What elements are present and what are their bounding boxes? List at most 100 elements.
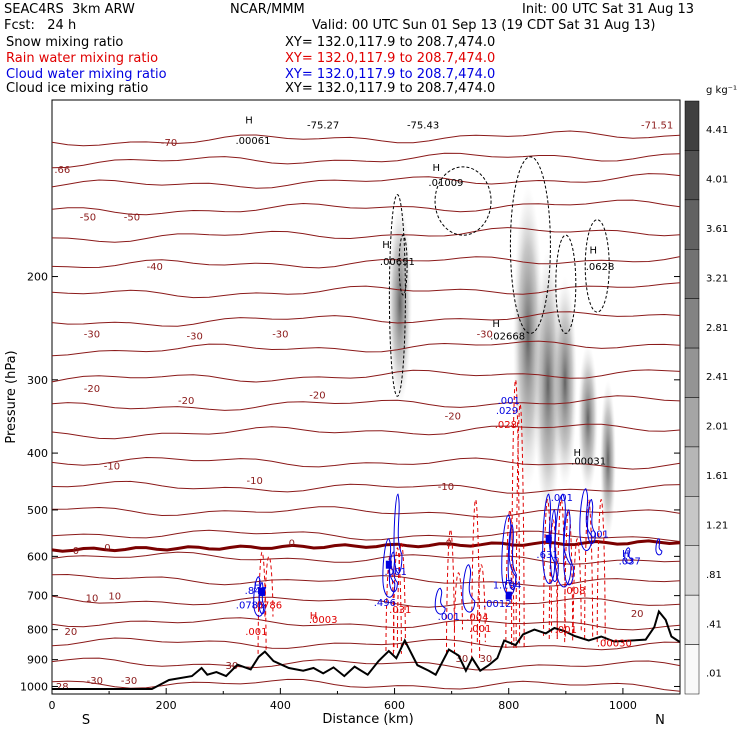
cloud-water-contour (624, 547, 634, 564)
annotation-label: H (573, 448, 581, 459)
y-tick-label: 600 (27, 550, 48, 563)
colorbar-label: 1.61 (706, 471, 728, 482)
colorbar-label: 2.01 (706, 422, 728, 433)
colorbar-cell (684, 446, 700, 497)
rain-contour (564, 509, 574, 643)
isotherm-line (51, 551, 681, 565)
colorbar-label: 2.81 (706, 323, 728, 334)
isotherm-line (51, 423, 681, 440)
isotherm-label: -70 (161, 138, 177, 149)
cloud-ice-contour (584, 219, 610, 313)
forecast-hour: Fcst: 24 h (4, 18, 77, 33)
center-title: NCAR/MMM (230, 2, 305, 17)
cloud-water-contour (554, 493, 572, 588)
cloud-water-core (545, 534, 552, 543)
isotherm-label: 0 (289, 538, 295, 549)
colorbar: 4.41 4.01 3.61 3.21 2.81 2.41 2.01 1.61 1.21 .81.… (684, 100, 728, 695)
cloud-water-contour (507, 524, 517, 590)
cloud-water-contours (253, 488, 663, 617)
rain-contour (257, 551, 267, 654)
snow-plume (534, 249, 562, 520)
north-label: N (655, 713, 665, 728)
colorbar-label: .81 (706, 570, 722, 581)
cloud-water-contour (563, 509, 575, 586)
y-tick-label: 800 (27, 624, 48, 637)
annotation-label: .008 (563, 586, 585, 597)
isotherm-label: 20 (64, 627, 77, 638)
colorbar-label: 1.21 (706, 520, 728, 531)
annotation-label: .0012 (483, 599, 512, 610)
isotherm-label: -30 (272, 329, 288, 340)
field-label-rain: Rain water mixing ratio (6, 51, 159, 66)
isotherm-line (51, 506, 681, 518)
isotherm-line (51, 657, 681, 671)
annotation-label: .001 (469, 624, 491, 635)
field-label-snow: Snow mixing ratio (6, 35, 124, 50)
annotation-label: H (505, 577, 513, 588)
isotherm-label: -50 (80, 213, 96, 224)
annotation-label: .001 (385, 567, 407, 578)
isotherm-line (51, 369, 681, 383)
field-xy-rain: XY= 132.0,117.9 to 208.7,474.0 (285, 51, 496, 66)
colorbar-unit: g kg⁻¹ (706, 85, 737, 96)
isotherm-line (51, 311, 681, 327)
cloud-ice-contour (388, 194, 406, 397)
isotherm-label: -10 (438, 482, 454, 493)
annotation-label: H (254, 581, 262, 592)
snow-plume (600, 379, 616, 539)
annotation-label: H (245, 116, 253, 127)
annotation-label: .631 (536, 550, 558, 561)
isotherm-label: -30 (84, 329, 100, 340)
rain-contour (471, 499, 481, 660)
cloud-water-contour (393, 493, 403, 574)
rain-contour (396, 542, 406, 649)
annotation-label: H (432, 163, 440, 174)
south-label: S (82, 713, 90, 728)
annotation-label: .00691 (380, 257, 415, 268)
colorbar-cell (684, 347, 700, 398)
rain-contour (548, 519, 558, 640)
isotherm-label: -10 (247, 476, 263, 487)
rain-contour (572, 538, 582, 633)
cloud-water-core (385, 560, 392, 569)
isotherm-label: -50 (124, 213, 140, 224)
annotation-label: 1.194 (493, 580, 522, 591)
colorbar-cell (684, 644, 700, 695)
isotherm-label: 10 (108, 592, 121, 603)
isotherm-line (51, 340, 681, 357)
rain-contour (476, 564, 486, 643)
y-tick-label: 200 (27, 271, 48, 284)
annotation-label: .001 (587, 529, 609, 540)
isotherm-label: -71.51 (641, 120, 673, 131)
isotherm-label: -40 (147, 262, 163, 273)
cloud-ice-contour (509, 156, 551, 334)
isotherm-label: -20 (445, 411, 461, 422)
field-label-cloud-ice: Cloud ice mixing ratio (6, 81, 149, 96)
annotation-label: .001 (551, 493, 573, 504)
isotherm-line (51, 529, 681, 542)
y-tick-label: 500 (27, 504, 48, 517)
init-time: Init: 00 UTC Sat 31 Aug 13 (522, 2, 695, 17)
cloud-water-contour (542, 493, 556, 584)
annotation-label: .001 (245, 627, 267, 638)
y-tick-label: 1000 (20, 680, 48, 693)
isotherm-label: 28 (56, 682, 69, 693)
isotherm-label: -30 (187, 331, 203, 342)
x-axis-label: Distance (km) (322, 712, 413, 727)
rain-contour (584, 499, 594, 640)
cloud-water-core (259, 587, 266, 596)
isotherm-label: 20 (631, 609, 644, 620)
isotherm-line (51, 617, 681, 631)
isotherm-label: 30 (456, 654, 469, 665)
freezing-level-line (51, 539, 681, 553)
annotation-label: .0003 (309, 615, 338, 626)
field-xy-snow: XY= 132.0,117.9 to 208.7,474.0 (285, 35, 496, 50)
cloud-ice-contour (434, 166, 492, 236)
isotherm-line (51, 573, 681, 587)
snow-plume (388, 203, 412, 405)
x-axis: 0 200 400 600 800 1000 (49, 688, 637, 712)
isotherm-label: -20 (309, 391, 325, 402)
annotations: H .00061 -75.27 -75.43 H .01009 H .00691 H .0628 H… (235, 116, 640, 650)
